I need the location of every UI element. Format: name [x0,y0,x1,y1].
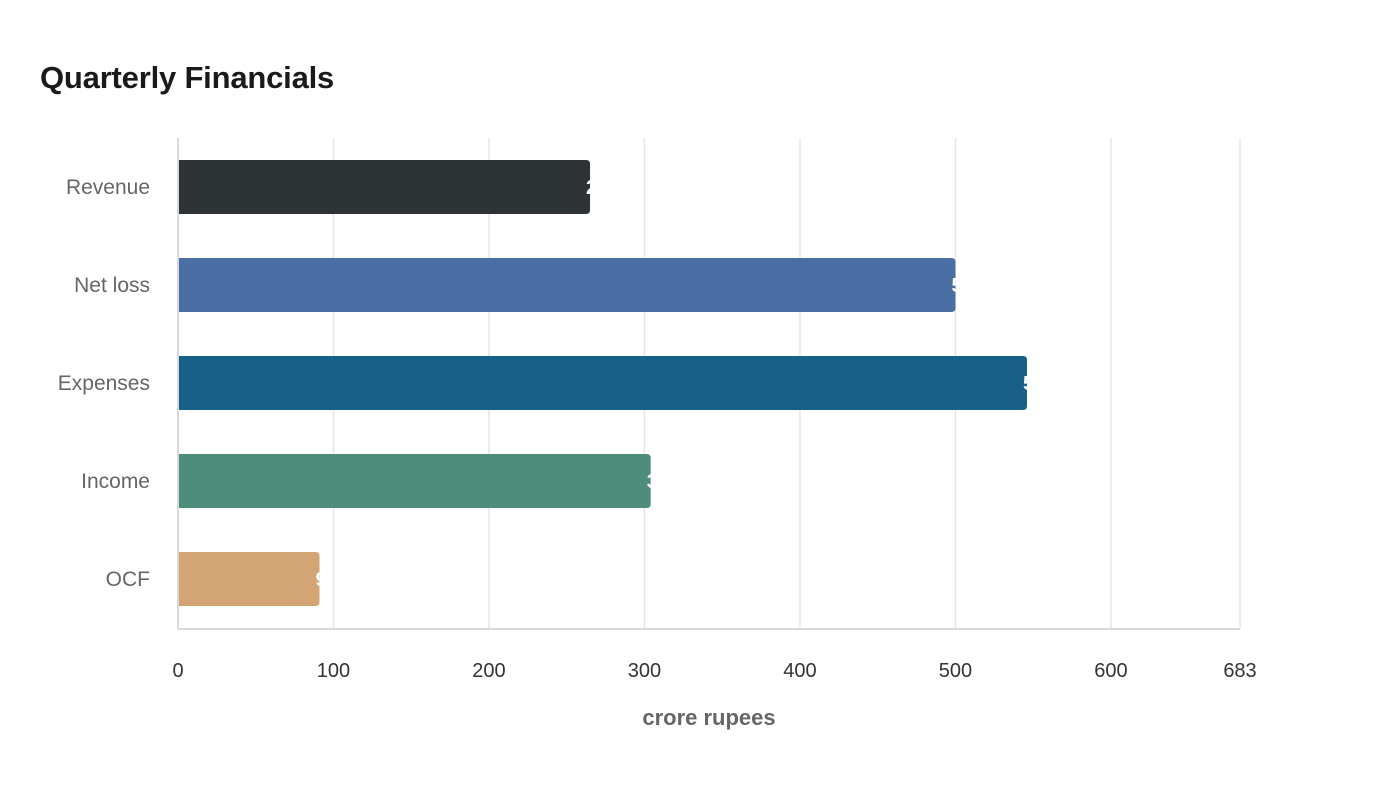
category-label: OCF [106,568,150,591]
value-label: 2 [586,177,597,199]
axes [177,138,1240,630]
category-label: Net loss [74,274,150,297]
value-label: 5 [1023,373,1034,395]
value-label: 5 [951,275,962,297]
category-label: Revenue [66,176,150,199]
x-tick-label: 100 [317,660,350,682]
chart-title: Quarterly Financials [40,60,335,95]
x-tick-label: 600 [1094,660,1127,682]
value-label: 9 [315,569,326,591]
bar [178,160,591,214]
x-tick-label: 200 [472,660,505,682]
category-label: Expenses [58,372,150,395]
x-tick-label: 400 [783,660,816,682]
x-tick-label: 683 [1223,660,1256,682]
bar [178,454,651,508]
bar [178,258,956,312]
x-tick-label: 0 [172,660,183,682]
x-axis-title: crore rupees [642,705,775,730]
bars [178,160,1027,606]
value-label: 3 [647,471,658,493]
x-tick-label: 300 [628,660,661,682]
category-label: Income [81,470,150,493]
category-labels: Revenue Net loss Expenses Income OCF [58,176,150,591]
tick-labels: 0 100 200 300 400 500 600 683 [172,660,1256,682]
bar [178,552,320,606]
value-labels: 2 5 5 3 9 [315,177,1034,591]
bar [178,356,1027,410]
x-tick-label: 500 [939,660,972,682]
